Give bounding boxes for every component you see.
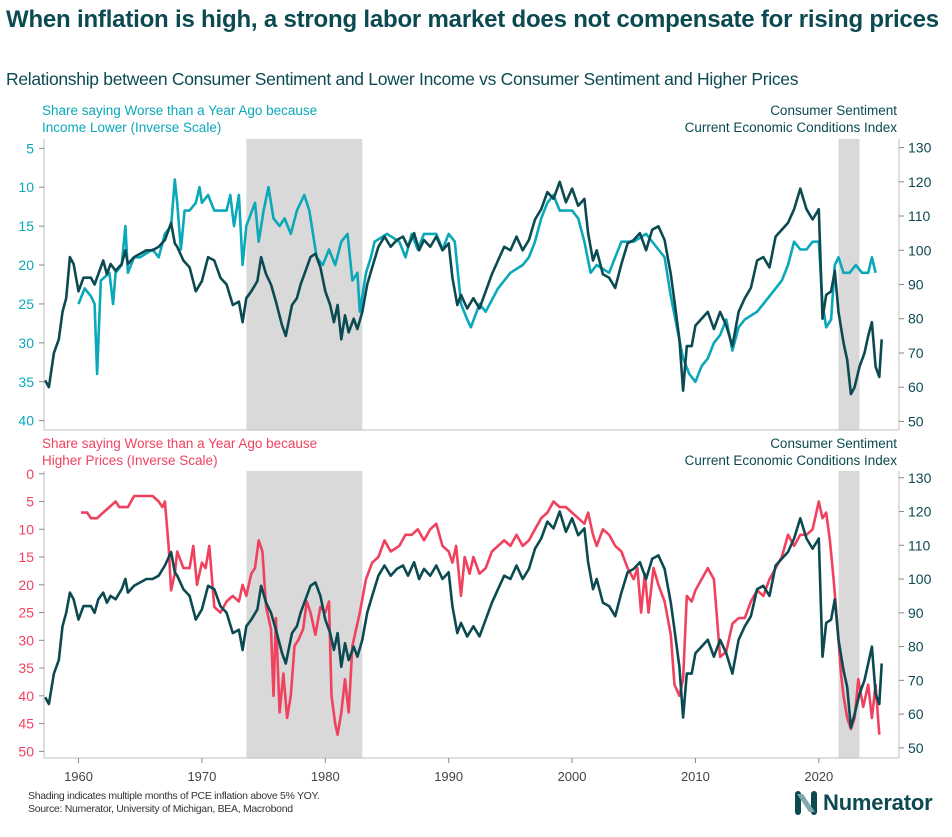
bottom-left-tick-label: 35 — [18, 660, 34, 676]
bottom-left-tick-label: 20 — [18, 577, 34, 593]
top-right-tick-label: 60 — [908, 379, 924, 395]
bottom-right-tick-label: 110 — [908, 537, 931, 553]
numerator-logo-text: Numerator — [823, 790, 933, 815]
top-right-tick-label: 130 — [908, 140, 932, 156]
top-right-axis-label-line1: Consumer Sentiment — [770, 103, 897, 118]
numerator-logo: Numerator — [795, 790, 933, 816]
higher-prices-line — [81, 494, 881, 737]
top-left-tick-label: 10 — [18, 179, 34, 195]
bottom-right-tick-label: 100 — [908, 571, 932, 587]
bottom-right-tick-label: 50 — [908, 740, 924, 756]
top-left-tick-label: 20 — [18, 257, 34, 273]
bottom-right-axis-label-line2: Current Economic Conditions Index — [684, 453, 897, 468]
x-tick-label: 2010 — [681, 769, 710, 784]
top-right-tick-label: 120 — [908, 174, 932, 190]
bottom-left-tick-label: 10 — [18, 521, 34, 537]
x-tick-label: 2000 — [558, 769, 587, 784]
bottom-right-tick-label: 90 — [908, 605, 924, 621]
bottom-inflation-shading — [838, 471, 860, 758]
top-sentiment-line — [44, 180, 883, 396]
bottom-left-axis-label-line1: Share saying Worse than a Year Ago becau… — [42, 436, 318, 451]
bottom-left-tick-label: 40 — [18, 688, 34, 704]
bottom-right-axis-label-line1: Consumer Sentiment — [770, 436, 897, 451]
top-right-tick-label: 100 — [908, 242, 932, 258]
footnote-shading: Shading indicates multiple months of PCE… — [28, 790, 320, 802]
x-tick-label: 1990 — [434, 769, 463, 784]
bottom-left-tick-label: 50 — [18, 743, 34, 759]
footnote-source: Source: Numerator, University of Michiga… — [28, 803, 293, 815]
bottom-left-tick-label: 15 — [18, 549, 34, 565]
top-left-tick-label: 25 — [18, 296, 34, 312]
bottom-left-tick-label: 25 — [18, 605, 34, 621]
x-tick-label: 1970 — [187, 769, 216, 784]
numerator-logo-icon — [795, 791, 817, 815]
top-left-tick-label: 15 — [18, 218, 34, 234]
chart-title: When inflation is high, a strong labor m… — [6, 6, 939, 33]
footnote: Shading indicates multiple months of PCE… — [28, 790, 320, 816]
bottom-left-tick-label: 45 — [18, 716, 34, 732]
top-inflation-shading — [246, 139, 363, 430]
top-right-tick-label: 50 — [908, 413, 924, 429]
chart-subtitle: Relationship between Consumer Sentiment … — [6, 69, 799, 89]
top-left-tick-label: 5 — [26, 140, 34, 156]
top-left-tick-label: 35 — [18, 374, 34, 390]
top-left-axis-label-line2: Income Lower (Inverse Scale) — [42, 120, 222, 135]
top-right-tick-label: 80 — [908, 311, 924, 327]
top-inflation-shading — [838, 139, 860, 430]
bottom-right-tick-label: 70 — [908, 672, 924, 688]
x-tick-label: 1980 — [311, 769, 340, 784]
bottom-right-tick-label: 60 — [908, 706, 924, 722]
top-right-axis-label: Consumer Sentiment Current Economic Cond… — [685, 102, 897, 136]
bottom-right-tick-label: 120 — [908, 504, 932, 520]
top-right-tick-label: 90 — [908, 277, 924, 293]
bottom-sentiment-line — [44, 510, 883, 729]
top-left-axis-label: Share saying Worse than a Year Ago becau… — [42, 102, 317, 136]
top-right-tick-label: 70 — [908, 345, 924, 361]
top-left-tick-label: 40 — [18, 413, 34, 429]
bottom-left-axis-label-line2: Higher Prices (Inverse Scale) — [42, 453, 218, 468]
top-right-tick-label: 110 — [908, 208, 931, 224]
x-tick-label: 2020 — [804, 769, 833, 784]
bottom-left-axis-label: Share saying Worse than a Year Ago becau… — [42, 435, 317, 469]
bottom-right-tick-label: 80 — [908, 639, 924, 655]
top-left-axis-label-line1: Share saying Worse than a Year Ago becau… — [42, 103, 318, 118]
bottom-left-tick-label: 30 — [18, 632, 34, 648]
top-left-tick-label: 30 — [18, 335, 34, 351]
x-tick-label: 1960 — [64, 769, 93, 784]
bottom-left-tick-label: 5 — [26, 494, 34, 510]
income-lower-line — [77, 178, 877, 384]
bottom-right-tick-label: 130 — [908, 470, 932, 486]
top-right-axis-label-line2: Current Economic Conditions Index — [684, 120, 897, 135]
bottom-left-tick-label: 0 — [26, 466, 34, 482]
bottom-right-axis-label: Consumer Sentiment Current Economic Cond… — [685, 435, 897, 469]
